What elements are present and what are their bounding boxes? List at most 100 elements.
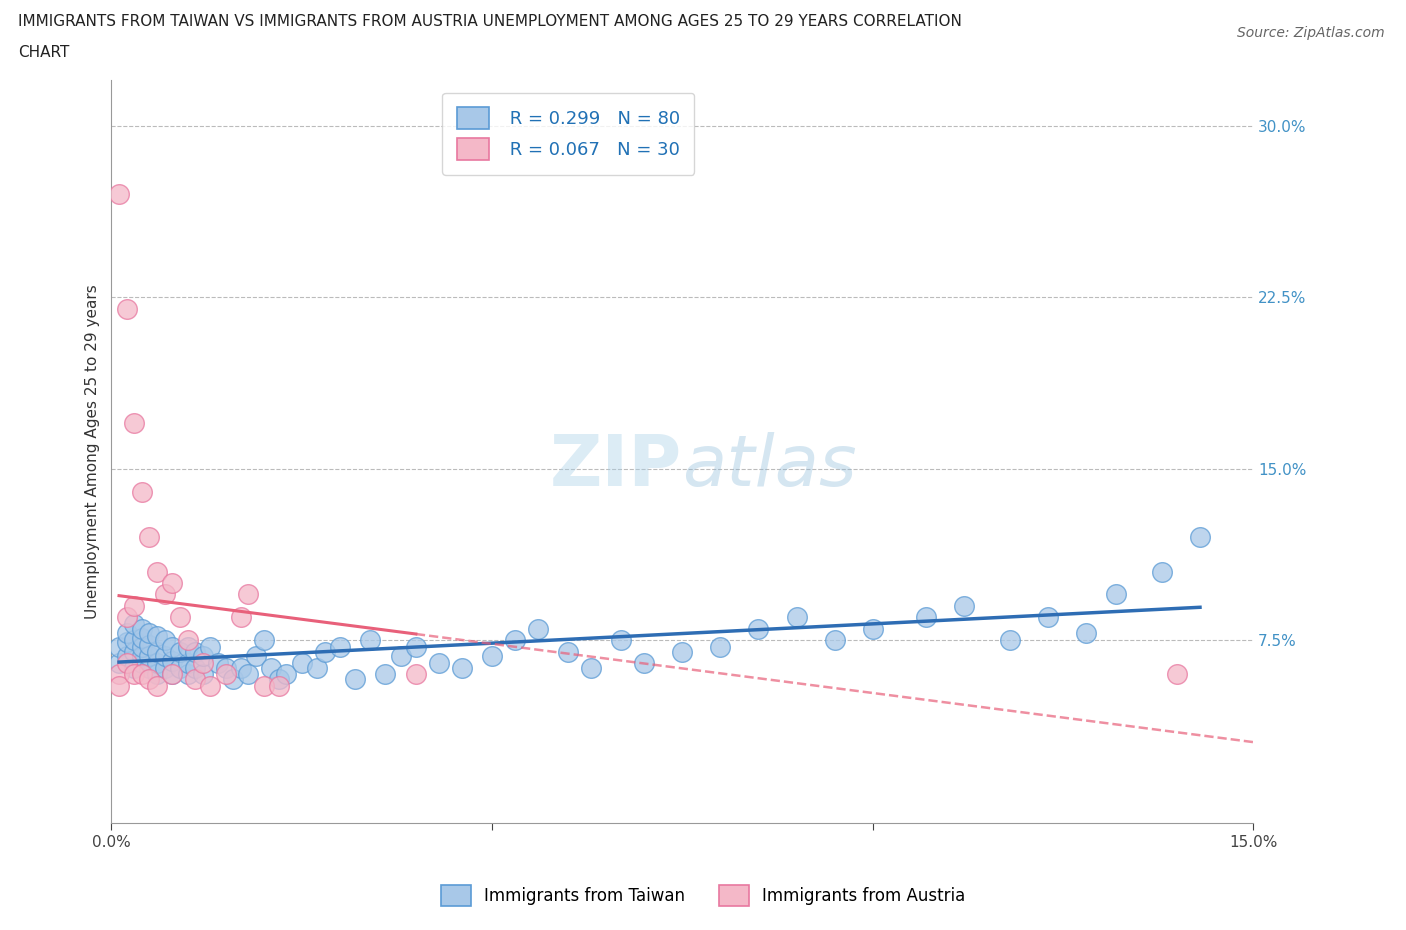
Point: [191, 667, 214, 682]
Point: [138, 671, 160, 686]
Legend: Immigrants from Taiwan, Immigrants from Austria: Immigrants from Taiwan, Immigrants from …: [434, 879, 972, 912]
Point: [222, 671, 245, 686]
Point: [108, 656, 131, 671]
Point: [115, 301, 138, 316]
Point: [267, 671, 290, 686]
Point: [108, 667, 131, 682]
Point: [1074, 626, 1097, 641]
Point: [579, 660, 602, 675]
Y-axis label: Unemployment Among Ages 25 to 29 years: Unemployment Among Ages 25 to 29 years: [86, 285, 100, 619]
Point: [184, 671, 207, 686]
Point: [146, 628, 169, 643]
Point: [238, 587, 260, 602]
Point: [146, 679, 169, 694]
Point: [305, 660, 328, 675]
Point: [162, 576, 184, 591]
Point: [131, 667, 153, 682]
Point: [267, 679, 290, 694]
Point: [314, 644, 336, 659]
Point: [153, 660, 176, 675]
Text: atlas: atlas: [682, 432, 858, 501]
Text: ZIP: ZIP: [550, 432, 682, 501]
Point: [115, 635, 138, 650]
Point: [153, 649, 176, 664]
Point: [138, 637, 160, 652]
Point: [610, 632, 633, 647]
Point: [526, 621, 548, 636]
Point: [115, 626, 138, 641]
Point: [169, 660, 191, 675]
Point: [162, 667, 184, 682]
Point: [146, 644, 169, 659]
Point: [709, 640, 731, 655]
Point: [115, 656, 138, 671]
Point: [122, 660, 145, 675]
Point: [176, 632, 198, 647]
Point: [146, 656, 169, 671]
Point: [389, 649, 412, 664]
Point: [184, 660, 207, 675]
Point: [108, 679, 131, 694]
Point: [786, 610, 808, 625]
Point: [405, 667, 427, 682]
Point: [229, 660, 252, 675]
Point: [131, 621, 153, 636]
Text: CHART: CHART: [18, 45, 70, 60]
Point: [998, 632, 1021, 647]
Point: [276, 667, 298, 682]
Point: [1105, 587, 1128, 602]
Point: [862, 621, 884, 636]
Point: [131, 631, 153, 645]
Point: [122, 644, 145, 659]
Legend:  R = 0.299   N = 80,  R = 0.067   N = 30: R = 0.299 N = 80, R = 0.067 N = 30: [441, 93, 695, 175]
Point: [138, 530, 160, 545]
Point: [1166, 667, 1188, 682]
Point: [405, 640, 427, 655]
Point: [200, 679, 222, 694]
Point: [131, 656, 153, 671]
Point: [153, 587, 176, 602]
Point: [953, 599, 976, 614]
Point: [427, 656, 450, 671]
Point: [253, 632, 276, 647]
Point: [1036, 610, 1059, 625]
Point: [633, 656, 655, 671]
Text: Source: ZipAtlas.com: Source: ZipAtlas.com: [1237, 26, 1385, 40]
Point: [115, 610, 138, 625]
Point: [1188, 530, 1211, 545]
Point: [169, 644, 191, 659]
Point: [245, 649, 267, 664]
Point: [131, 649, 153, 664]
Point: [176, 667, 198, 682]
Point: [915, 610, 938, 625]
Point: [184, 644, 207, 659]
Point: [122, 599, 145, 614]
Point: [450, 660, 472, 675]
Point: [557, 644, 579, 659]
Point: [214, 667, 236, 682]
Point: [207, 656, 229, 671]
Point: [122, 667, 145, 682]
Point: [138, 660, 160, 675]
Point: [122, 617, 145, 631]
Point: [176, 656, 198, 671]
Point: [238, 667, 260, 682]
Point: [169, 610, 191, 625]
Point: [374, 667, 396, 682]
Point: [747, 621, 769, 636]
Point: [214, 660, 236, 675]
Point: [115, 649, 138, 664]
Point: [146, 667, 169, 682]
Point: [162, 640, 184, 655]
Text: IMMIGRANTS FROM TAIWAN VS IMMIGRANTS FROM AUSTRIA UNEMPLOYMENT AMONG AGES 25 TO : IMMIGRANTS FROM TAIWAN VS IMMIGRANTS FRO…: [18, 14, 962, 29]
Point: [503, 632, 526, 647]
Point: [138, 626, 160, 641]
Point: [359, 632, 381, 647]
Point: [191, 649, 214, 664]
Point: [253, 679, 276, 694]
Point: [1150, 565, 1173, 579]
Point: [122, 632, 145, 647]
Point: [481, 649, 503, 664]
Point: [108, 640, 131, 655]
Point: [229, 610, 252, 625]
